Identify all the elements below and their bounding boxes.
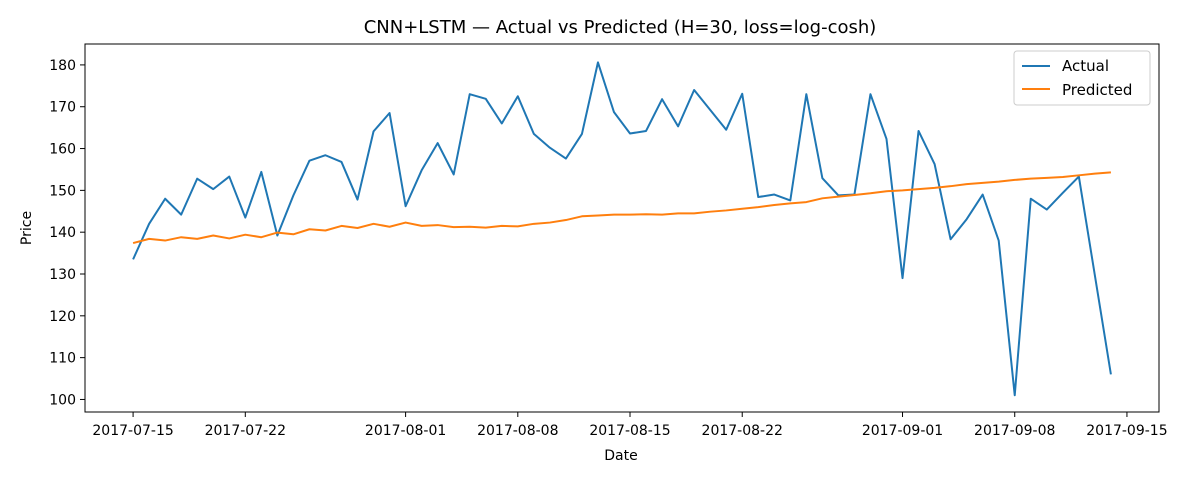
x-tick-label: 2017-07-22 — [205, 423, 286, 439]
series-layer — [132, 61, 1112, 397]
x-tick-label: 2017-07-15 — [92, 423, 173, 439]
y-tick-label: 180 — [49, 58, 76, 74]
x-tick-label: 2017-08-01 — [365, 423, 446, 439]
y-tick-label: 120 — [49, 309, 76, 325]
y-tick-label: 170 — [49, 100, 76, 116]
y-tick-label: 150 — [49, 183, 76, 199]
y-tick-label: 130 — [49, 267, 76, 283]
y-tick-label: 160 — [49, 142, 76, 158]
series-line-actual — [132, 61, 1112, 397]
series-line-predicted — [132, 171, 1111, 245]
y-tick-label: 100 — [49, 392, 76, 408]
legend: Actual Predicted — [1013, 50, 1151, 106]
plot-area-frame — [84, 43, 1160, 413]
x-tick-label: 2017-08-15 — [589, 423, 670, 439]
x-tick-label: 2017-08-22 — [702, 423, 783, 439]
y-axis-label: Price — [19, 211, 35, 245]
x-tick-label: 2017-09-15 — [1086, 423, 1167, 439]
x-tick-label: 2017-08-08 — [477, 423, 558, 439]
y-tick-label: 110 — [49, 351, 76, 367]
x-axis-label: Date — [604, 448, 637, 464]
chart-title: CNN+LSTM — Actual vs Predicted (H=30, lo… — [364, 17, 877, 38]
y-axis: 100 110 120 130 140 150 160 170 180 — [49, 58, 85, 408]
legend-box — [1013, 50, 1151, 106]
y-tick-label: 140 — [49, 225, 76, 241]
legend-label-actual: Actual — [1062, 57, 1109, 75]
x-axis: 2017-07-15 2017-07-22 2017-08-01 2017-08-08… — [92, 412, 1168, 439]
x-tick-label: 2017-09-08 — [974, 423, 1055, 439]
x-tick-label: 2017-09-01 — [862, 423, 943, 439]
legend-label-predicted: Predicted — [1062, 81, 1132, 99]
